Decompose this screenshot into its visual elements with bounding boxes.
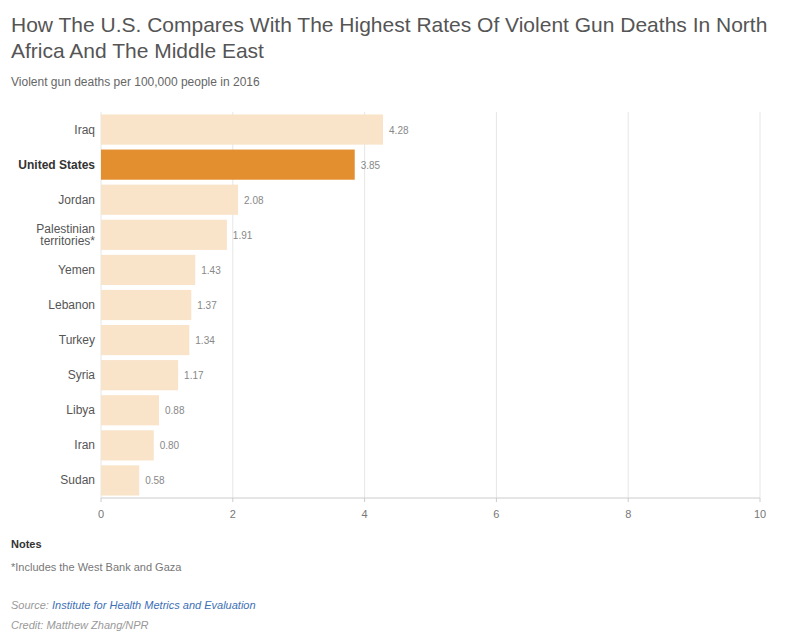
tick-label: 4: [362, 508, 368, 520]
data-label: 0.58: [145, 475, 165, 486]
data-label: 1.37: [197, 300, 217, 311]
category-label: Turkey: [59, 333, 95, 347]
category-label: Sudan: [60, 473, 95, 487]
bar: [101, 395, 159, 425]
labels: 4.28 Iraq 3.85 United States 2.08 Jordan 1.91 P…: [18, 123, 409, 488]
notes-title: Notes: [11, 538, 42, 550]
tick-mark: [232, 498, 233, 502]
tick-mark: [496, 498, 497, 502]
bar: [101, 290, 191, 320]
bar: [101, 465, 139, 495]
tick-mark: [364, 498, 365, 502]
tick-label: 6: [493, 508, 499, 520]
tick-mark: [628, 498, 629, 502]
text-line: How The U.S. Compares With The Highest R…: [11, 13, 767, 36]
tick-label: 0: [98, 508, 104, 520]
subtitle: Violent gun deaths per 100,000 people in…: [11, 75, 260, 89]
data-label: 3.85: [361, 160, 381, 171]
category-label: Iraq: [74, 123, 95, 137]
tick-mark: [760, 498, 761, 502]
source: Source: Institute for Health Metrics and…: [11, 599, 256, 611]
data-label: 2.08: [244, 195, 264, 206]
category-label: Iran: [74, 438, 95, 452]
grid: 0 2 4 6 8 10: [98, 112, 766, 520]
data-label: 4.28: [389, 125, 409, 136]
category-label: Libya: [66, 403, 95, 417]
category-label: United States: [18, 158, 95, 172]
data-label: 1.34: [195, 335, 215, 346]
tick-mark: [101, 498, 102, 502]
bar: [101, 325, 189, 355]
data-label: 1.17: [184, 370, 204, 381]
text-line: territories*: [40, 234, 95, 248]
data-label: 0.88: [165, 405, 185, 416]
grid-line: [760, 112, 761, 498]
bar: [101, 430, 154, 460]
text-line: Africa And The Middle East: [11, 39, 264, 62]
tick-label: 2: [230, 508, 236, 520]
grid-line: [628, 112, 629, 498]
source-link[interactable]: Institute for Health Metrics and Evaluat…: [52, 599, 256, 611]
tick-label: 8: [625, 508, 631, 520]
bar: [101, 220, 227, 250]
category-label: Jordan: [58, 193, 95, 207]
bar: [101, 150, 355, 180]
bar: [101, 360, 178, 390]
category-label: Lebanon: [48, 298, 95, 312]
bar: [101, 185, 238, 215]
note: *Includes the West Bank and Gaza: [11, 561, 182, 573]
category-label: Syria: [68, 368, 96, 382]
bar: [101, 114, 383, 144]
data-label: 0.80: [160, 440, 180, 451]
category-label: Yemen: [58, 263, 95, 277]
chart: How The U.S. Compares With The Highest R…: [0, 0, 785, 642]
grid-line: [496, 112, 497, 498]
data-label: 1.43: [201, 265, 221, 276]
source-label: Source:: [11, 599, 52, 611]
axis-line: [101, 498, 760, 499]
title: How The U.S. Compares With The Highest R…: [11, 13, 767, 62]
bar: [101, 255, 195, 285]
bars: [101, 114, 383, 495]
category-label: Palestinianterritories*: [36, 222, 95, 248]
tick-label: 10: [754, 508, 766, 520]
data-label: 1.91: [233, 230, 253, 241]
credit: Credit: Matthew Zhang/NPR: [11, 619, 149, 631]
